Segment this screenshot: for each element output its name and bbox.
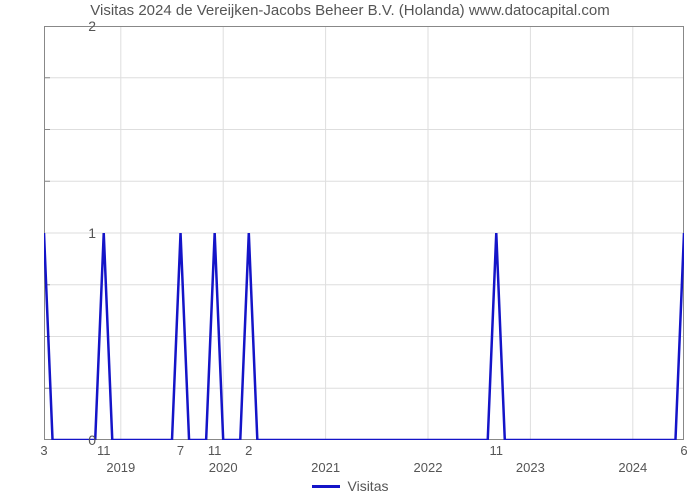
chart-container: Visitas 2024 de Vereijken-Jacobs Beheer … — [0, 0, 700, 500]
legend-swatch — [312, 485, 340, 488]
y-tick-label: 0 — [46, 432, 96, 448]
chart-title: Visitas 2024 de Vereijken-Jacobs Beheer … — [0, 2, 700, 19]
peak-value-label: 2 — [245, 443, 252, 458]
legend-label: Visitas — [348, 478, 389, 494]
y-tick-label: 2 — [46, 18, 96, 34]
x-year-label: 2023 — [516, 460, 545, 475]
peak-value-label: 11 — [490, 443, 504, 458]
peak-value-label: 7 — [177, 443, 184, 458]
x-year-label: 2024 — [618, 460, 647, 475]
peak-value-label: 3 — [40, 443, 47, 458]
x-year-label: 2020 — [209, 460, 238, 475]
peak-value-label: 11 — [208, 443, 222, 458]
x-year-label: 2022 — [414, 460, 443, 475]
chart-legend: Visitas — [0, 478, 700, 494]
x-year-label: 2019 — [106, 460, 135, 475]
y-tick-label: 1 — [46, 225, 96, 241]
chart-plot — [44, 26, 684, 440]
peak-value-label: 6 — [680, 443, 687, 458]
x-year-label: 2021 — [311, 460, 340, 475]
peak-value-label: 11 — [97, 443, 111, 458]
